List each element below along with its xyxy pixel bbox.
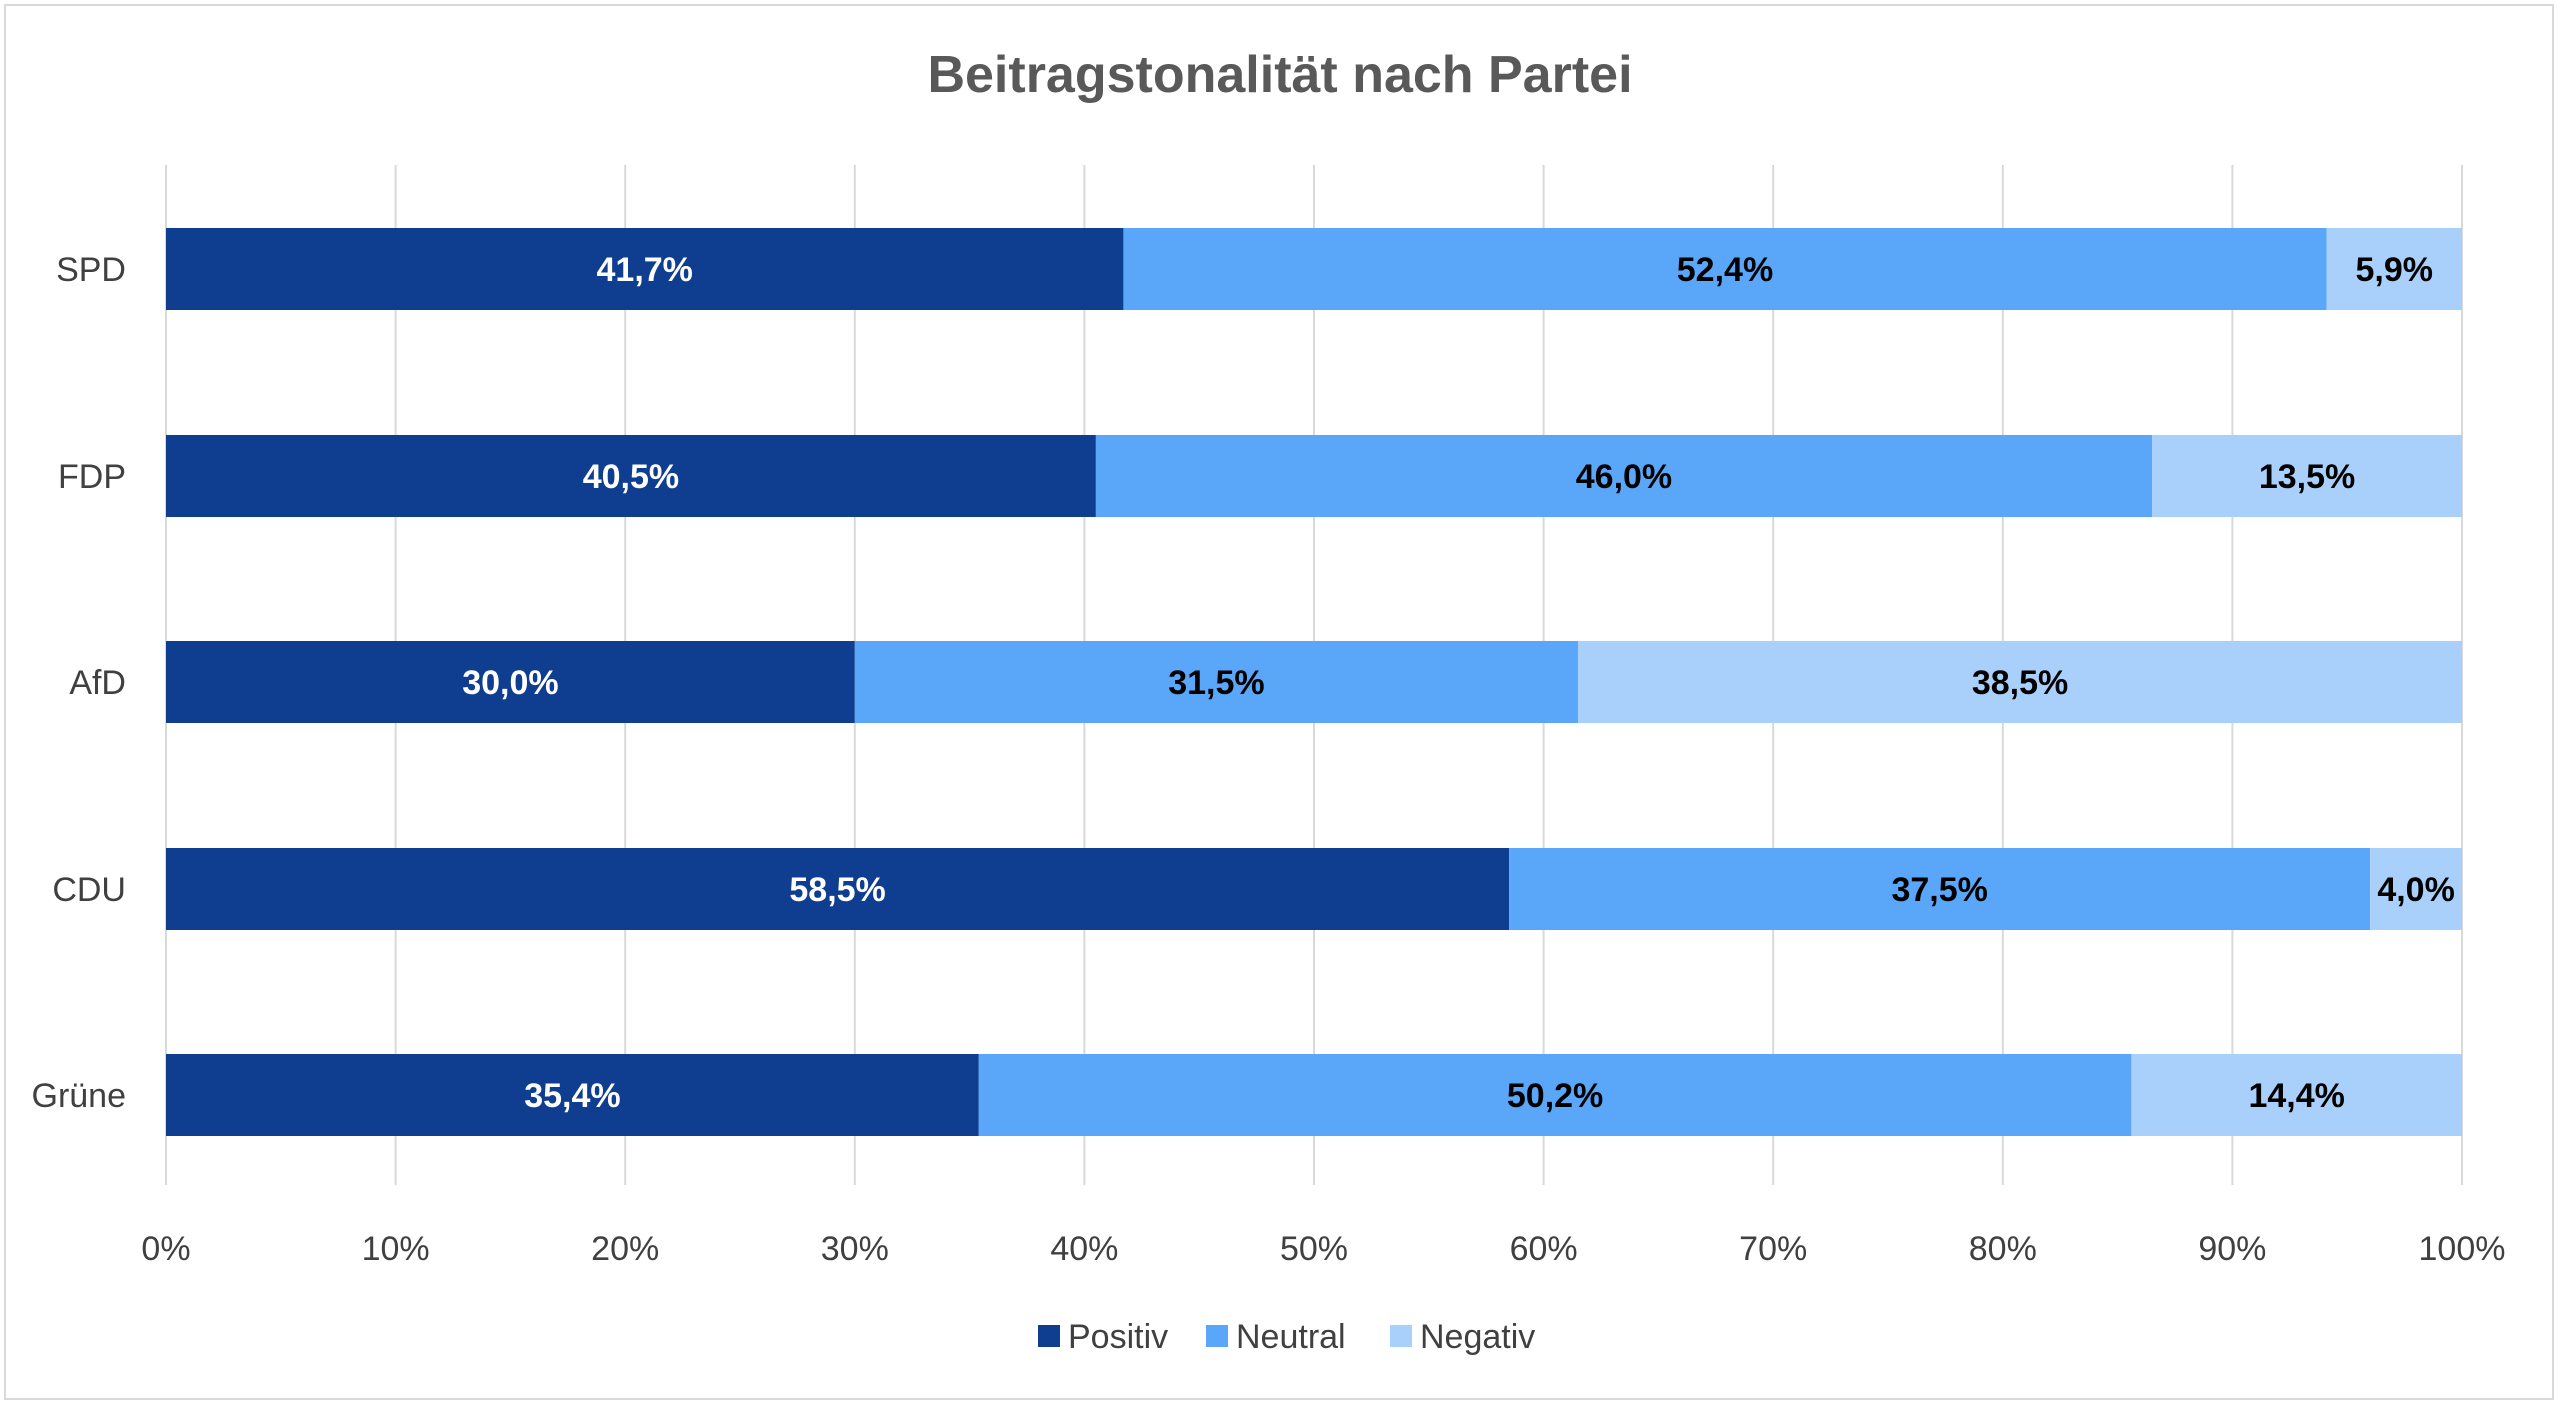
bars: 41,7% 52,4% 5,9% 40,5% 46,0% 13,5% 30,0% 31,5% 3… xyxy=(166,228,2462,1136)
x-tick-label: 50% xyxy=(1280,1230,1348,1268)
bar-segment-negativ xyxy=(1578,641,2462,723)
x-tick-label: 60% xyxy=(1510,1230,1578,1268)
x-tick-label: 90% xyxy=(2198,1230,2266,1268)
data-label: 41,7% xyxy=(597,251,693,289)
data-label: 31,5% xyxy=(1168,664,1264,702)
legend: Positiv Neutral Negativ xyxy=(1038,1318,1535,1356)
bar-segment-positiv xyxy=(166,1054,979,1136)
legend-label: Positiv xyxy=(1068,1318,1168,1356)
bar-segment-positiv xyxy=(166,848,1510,930)
legend-label: Negativ xyxy=(1420,1318,1535,1356)
data-label: 52,4% xyxy=(1677,251,1773,289)
bar-segment-negativ xyxy=(2326,228,2462,310)
legend-swatch-positiv xyxy=(1038,1325,1060,1347)
data-label: 13,5% xyxy=(2259,458,2355,496)
data-label: 46,0% xyxy=(1576,458,1672,496)
bar-segment-neutral xyxy=(978,1054,2132,1136)
data-label: 14,4% xyxy=(2248,1077,2344,1115)
data-label: 35,4% xyxy=(524,1077,620,1115)
x-tick-label: 20% xyxy=(591,1230,659,1268)
category-label: Grüne xyxy=(32,1077,127,1115)
bar-segment-neutral xyxy=(1509,848,2371,930)
x-tick-label: 30% xyxy=(821,1230,889,1268)
x-tick-label: 80% xyxy=(1969,1230,2037,1268)
x-tick-label: 40% xyxy=(1050,1230,1118,1268)
data-label: 40,5% xyxy=(583,458,679,496)
legend-swatch-neutral xyxy=(1206,1325,1228,1347)
data-label: 50,2% xyxy=(1507,1077,1603,1115)
category-label: SPD xyxy=(56,251,126,289)
x-tick-label: 10% xyxy=(362,1230,430,1268)
data-label: 5,9% xyxy=(2356,251,2434,289)
category-label: AfD xyxy=(69,664,126,702)
category-label: FDP xyxy=(58,458,126,496)
category-axis: SPD FDP AfD CDU Grüne xyxy=(32,251,127,1115)
bar-segment-positiv xyxy=(166,641,855,723)
bar-segment-neutral xyxy=(854,641,1579,723)
x-tick-label: 100% xyxy=(2419,1230,2506,1268)
data-label: 37,5% xyxy=(1891,871,1987,909)
data-label: 38,5% xyxy=(1972,664,2068,702)
bar-segment-negativ xyxy=(2131,1054,2462,1136)
data-label: 4,0% xyxy=(2377,871,2455,909)
bar-segment-positiv xyxy=(166,228,1124,310)
bar-segment-neutral xyxy=(1123,228,2327,310)
x-tick-label: 0% xyxy=(141,1230,190,1268)
bar-segment-negativ xyxy=(2370,848,2462,930)
data-label: 58,5% xyxy=(789,871,885,909)
category-label: CDU xyxy=(52,871,126,909)
bar-segment-neutral xyxy=(1095,435,2153,517)
chart-title: Beitragstonalität nach Partei xyxy=(927,46,1632,104)
data-label: 30,0% xyxy=(462,664,558,702)
legend-swatch-negativ xyxy=(1390,1325,1412,1347)
x-tick-label: 70% xyxy=(1739,1230,1807,1268)
value-axis: 0% 10% 20% 30% 40% 50% 60% 70% 80% 90% 100% xyxy=(141,1230,2505,1268)
bar-segment-positiv xyxy=(166,435,1096,517)
legend-label: Neutral xyxy=(1236,1318,1346,1356)
bar-segment-negativ xyxy=(2152,435,2462,517)
